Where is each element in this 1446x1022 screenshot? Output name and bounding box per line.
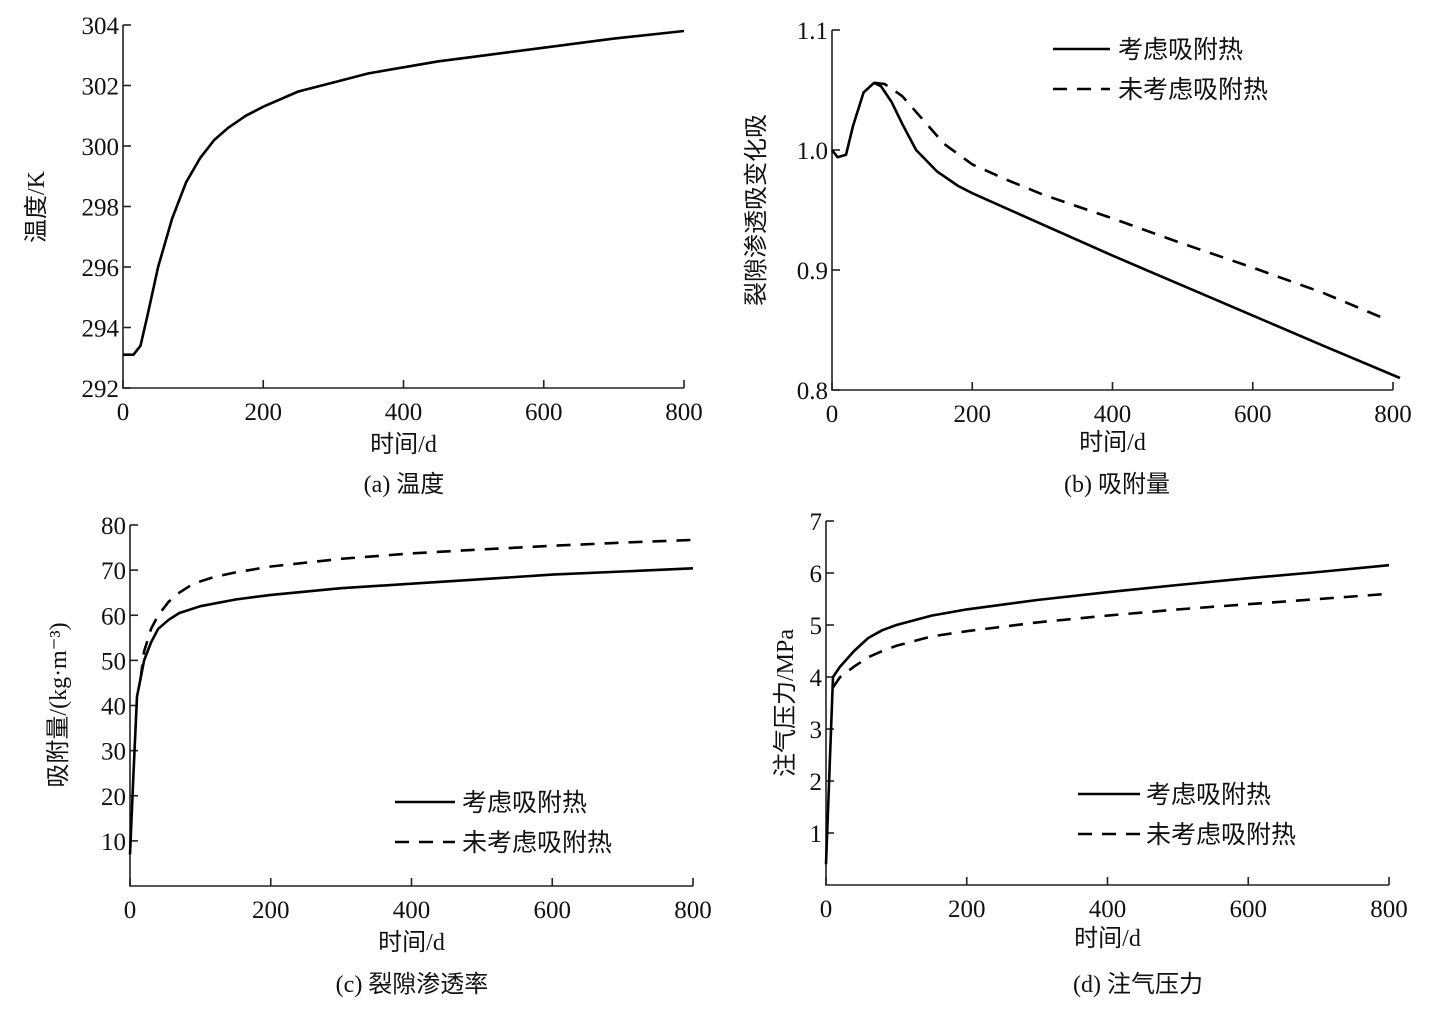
x-tick-label: 200 [954,401,992,428]
x-tick-label: 0 [820,896,833,923]
x-tick-label: 0 [826,401,839,428]
x-tick-label: 400 [393,897,431,924]
x-tick-label: 400 [1094,401,1132,428]
x-tick-label: 600 [1230,896,1268,923]
axes-frame [122,25,684,389]
series-line-without-adsorption-heat [831,592,1390,689]
x-axis-title: 时间/d [378,929,445,956]
x-axis-title: 时间/d [1079,429,1146,456]
y-axis-title: 吸附量/(kg·m⁻³) [45,622,72,787]
legend-label: 未考虑吸附热 [1118,76,1268,104]
y-tick-label: 3 [810,717,823,744]
y-tick-label: 1.1 [797,18,828,45]
legend-label: 考虑吸附热 [1118,36,1243,64]
y-tick-label: 80 [101,513,126,540]
x-axis-title: 时间/d [1074,925,1141,952]
x-tick-label: 200 [252,897,290,924]
y-tick-label: 0.9 [797,258,828,285]
x-tick-label: 800 [1370,896,1408,923]
x-tick-label: 600 [525,399,563,426]
chart-panel-b: 0 200 400 600 800 0.8 0.9 1.0 1.1 时间/d 裂隙渗透吸变化吸 (b)… [743,18,1412,498]
series-line-with-adsorption-heat [123,29,685,356]
series-line-without-adsorption-heat [139,538,694,679]
x-tick-label: 400 [1089,896,1127,923]
y-tick-label: 30 [101,739,126,766]
legend-label: 考虑吸附热 [462,789,587,817]
y-tick-label: 298 [82,195,120,222]
y-tick-label: 4 [810,665,823,692]
x-axis-title: 时间/d [370,431,437,458]
panel-caption: (b) 吸附量 [1064,471,1170,498]
y-tick-label: 60 [101,603,126,630]
panel-caption: (c) 裂隙渗透率 [336,971,489,998]
y-tick-label: 304 [82,13,120,40]
legend-label: 未考虑吸附热 [1146,821,1296,849]
y-tick-label: 300 [82,134,120,161]
y-axis-title: 注气压力/MPa [772,629,799,777]
series-line-with-adsorption-heat [824,563,1390,865]
x-tick-label: 0 [117,399,130,426]
y-tick-label: 70 [101,558,126,585]
y-tick-label: 302 [82,74,120,101]
x-tick-label: 0 [124,897,137,924]
y-tick-label: 10 [101,829,126,856]
axes-frame [825,521,1389,886]
y-tick-label: 50 [101,648,126,675]
chart-panel-d: 0 200 400 600 800 1 2 3 4 5 6 7 时间/d 注气压力/MPa (d) 注气压力… [772,509,1408,998]
axes-frame [831,30,1393,391]
x-tick-label: 200 [948,896,986,923]
y-tick-label: 0.8 [797,378,828,405]
x-tick-label: 600 [1234,401,1272,428]
y-tick-label: 1.0 [797,138,828,165]
x-tick-label: 800 [1374,401,1412,428]
x-tick-label: 600 [534,897,572,924]
y-tick-label: 5 [810,613,823,640]
y-tick-label: 40 [101,694,126,721]
y-tick-label: 2 [810,769,823,796]
y-tick-label: 294 [82,316,120,343]
y-axis-title: 温度/K [23,170,50,243]
y-tick-label: 1 [810,821,823,848]
series-line-with-adsorption-heat [128,567,694,855]
y-axis-title: 裂隙渗透吸变化吸 [743,114,770,306]
x-tick-label: 800 [665,399,703,426]
y-tick-label: 296 [82,255,120,282]
x-tick-label: 800 [674,897,712,924]
series-line-without-adsorption-heat [873,81,1387,321]
y-tick-label: 292 [82,376,120,403]
series-line-with-adsorption-heat [830,81,1401,380]
legend-label: 未考虑吸附热 [462,829,612,857]
panel-caption: (a) 温度 [364,471,445,498]
x-tick-label: 400 [385,399,423,426]
chart-panel-c: 0 200 400 600 800 10 20 30 40 50 60 70 80 时间/d 吸附量/(kg… [45,513,712,998]
y-tick-label: 20 [101,784,126,811]
chart-panel-a: 0 200 400 600 800 292 294 296 298 300 302 304 时间/d 温度… [23,13,703,498]
legend-label: 考虑吸附热 [1146,781,1271,809]
panel-caption: (d) 注气压力 [1073,971,1203,998]
y-tick-label: 6 [810,561,823,588]
x-tick-label: 200 [245,399,283,426]
y-tick-label: 7 [810,509,823,536]
